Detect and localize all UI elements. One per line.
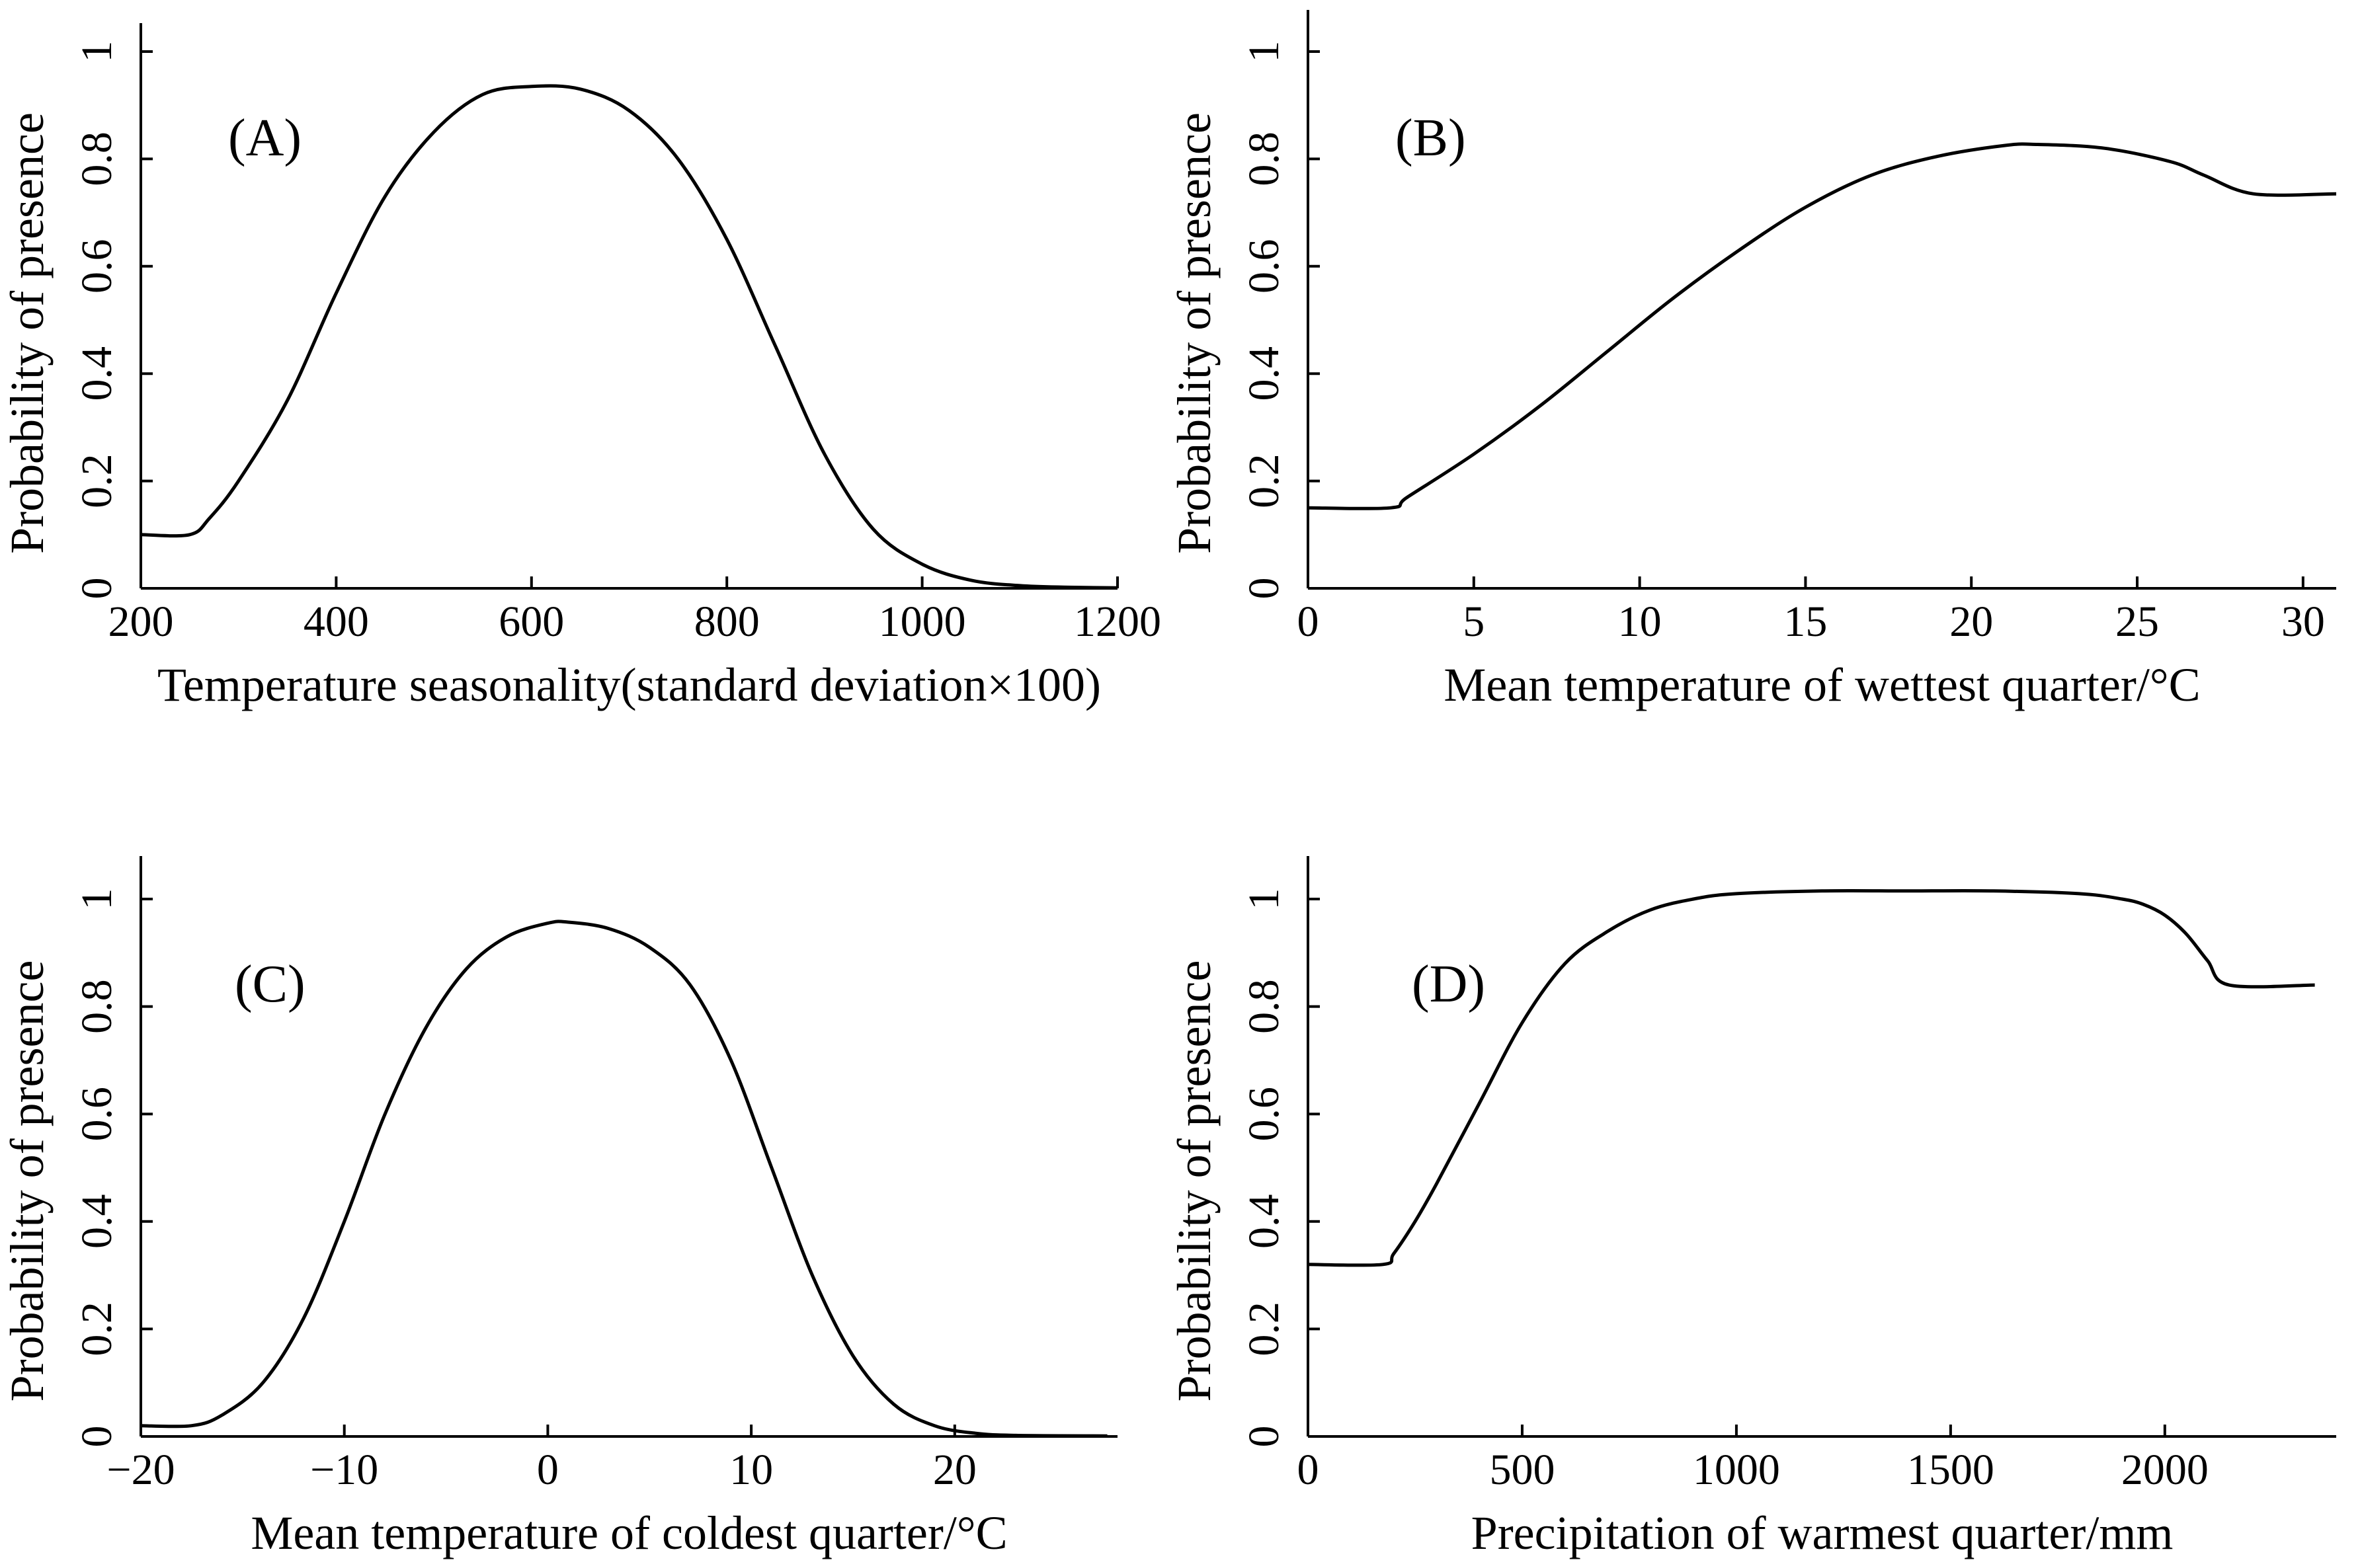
y-tick-label: 1	[73, 888, 121, 910]
response-curve-d	[1307, 888, 2315, 1267]
y-tick-label: 0.4	[1240, 346, 1288, 401]
x-tick-label: 5	[1463, 598, 1485, 646]
x-tick-label: 15	[1783, 598, 1827, 646]
y-tick-label: 0.4	[73, 346, 121, 401]
x-tick-label: 10	[729, 1446, 773, 1494]
x-tick-label: 1000	[879, 598, 966, 646]
x-tick-label: 20	[1949, 598, 1993, 646]
x-tick-label: 1500	[1907, 1446, 1994, 1494]
y-axis-label: Probability of presence	[1168, 960, 1221, 1402]
x-tick-label: 1000	[1693, 1446, 1780, 1494]
x-tick-label: −20	[106, 1446, 175, 1494]
y-tick-label: 0.8	[1240, 132, 1288, 186]
y-tick-label: 0	[73, 1426, 121, 1448]
y-tick-label: 0	[73, 578, 121, 600]
x-tick-label: 2000	[2121, 1446, 2209, 1494]
y-tick-label: 0.2	[73, 453, 121, 508]
x-tick-label: 10	[1618, 598, 1662, 646]
y-axis-label: Probability of presence	[1168, 112, 1221, 554]
panel-label: (C)	[235, 955, 305, 1013]
x-axis-label: Mean temperature of coldest quarter/°C	[251, 1507, 1007, 1559]
panel-label: (B)	[1395, 109, 1466, 167]
y-tick-label: 1	[73, 41, 121, 63]
y-tick-label: 0.4	[1240, 1195, 1288, 1249]
y-tick-label: 0	[1240, 1426, 1288, 1448]
response-curve-a	[140, 84, 1118, 590]
y-tick-label: 0.8	[73, 132, 121, 186]
y-tick-label: 0.6	[1240, 1087, 1288, 1142]
x-tick-label: 30	[2281, 598, 2325, 646]
y-tick-label: 0.2	[1240, 453, 1288, 508]
y-tick-label: 0.2	[73, 1302, 121, 1356]
y-tick-label: 1	[1240, 888, 1288, 910]
panel-label: (A)	[228, 109, 302, 167]
x-tick-label: 200	[108, 598, 174, 646]
x-axis-label: Precipitation of warmest quarter/mm	[1471, 1507, 2174, 1559]
y-tick-label: 0.2	[1240, 1302, 1288, 1356]
x-tick-label: 400	[304, 598, 369, 646]
y-axis-label: Probability of presence	[1, 112, 54, 554]
y-tick-label: 1	[1240, 41, 1288, 63]
x-tick-label: 500	[1489, 1446, 1555, 1494]
panel-label: (D)	[1412, 955, 1485, 1013]
y-tick-label: 0.8	[1240, 979, 1288, 1034]
x-axis-label: Mean temperature of wettest quarter/°C	[1444, 658, 2200, 711]
y-tick-label: 0.6	[73, 239, 121, 294]
x-tick-label: 600	[499, 598, 564, 646]
x-tick-label: 0	[1297, 1446, 1319, 1494]
x-tick-label: 1200	[1074, 598, 1161, 646]
x-tick-label: −10	[310, 1446, 378, 1494]
y-axis-label: Probability of presence	[1, 960, 54, 1402]
y-tick-label: 0	[1240, 578, 1288, 600]
x-tick-label: 25	[2115, 598, 2159, 646]
response-curve-b	[1307, 142, 2337, 510]
y-tick-label: 0.8	[73, 979, 121, 1034]
y-tick-label: 0.4	[73, 1195, 121, 1249]
x-tick-label: 800	[694, 598, 760, 646]
x-tick-label: 0	[1297, 598, 1319, 646]
panel-d: 0 0.2 0.4 0.6 0.8 1 0 500 1000 1500 2000 Precipitat…	[1168, 856, 2336, 1559]
x-tick-label: 20	[933, 1446, 977, 1494]
response-curve-c	[140, 920, 1108, 1438]
x-axis-label: Temperature seasonality(standard deviati…	[157, 658, 1101, 711]
x-tick-label: 0	[537, 1446, 559, 1494]
y-tick-label: 0.6	[1240, 239, 1288, 294]
panel-c: 0 0.2 0.4 0.6 0.8 1 −20 −10 0 10 20 Mean temperatur…	[1, 856, 1118, 1559]
y-tick-label: 0.6	[73, 1087, 121, 1142]
